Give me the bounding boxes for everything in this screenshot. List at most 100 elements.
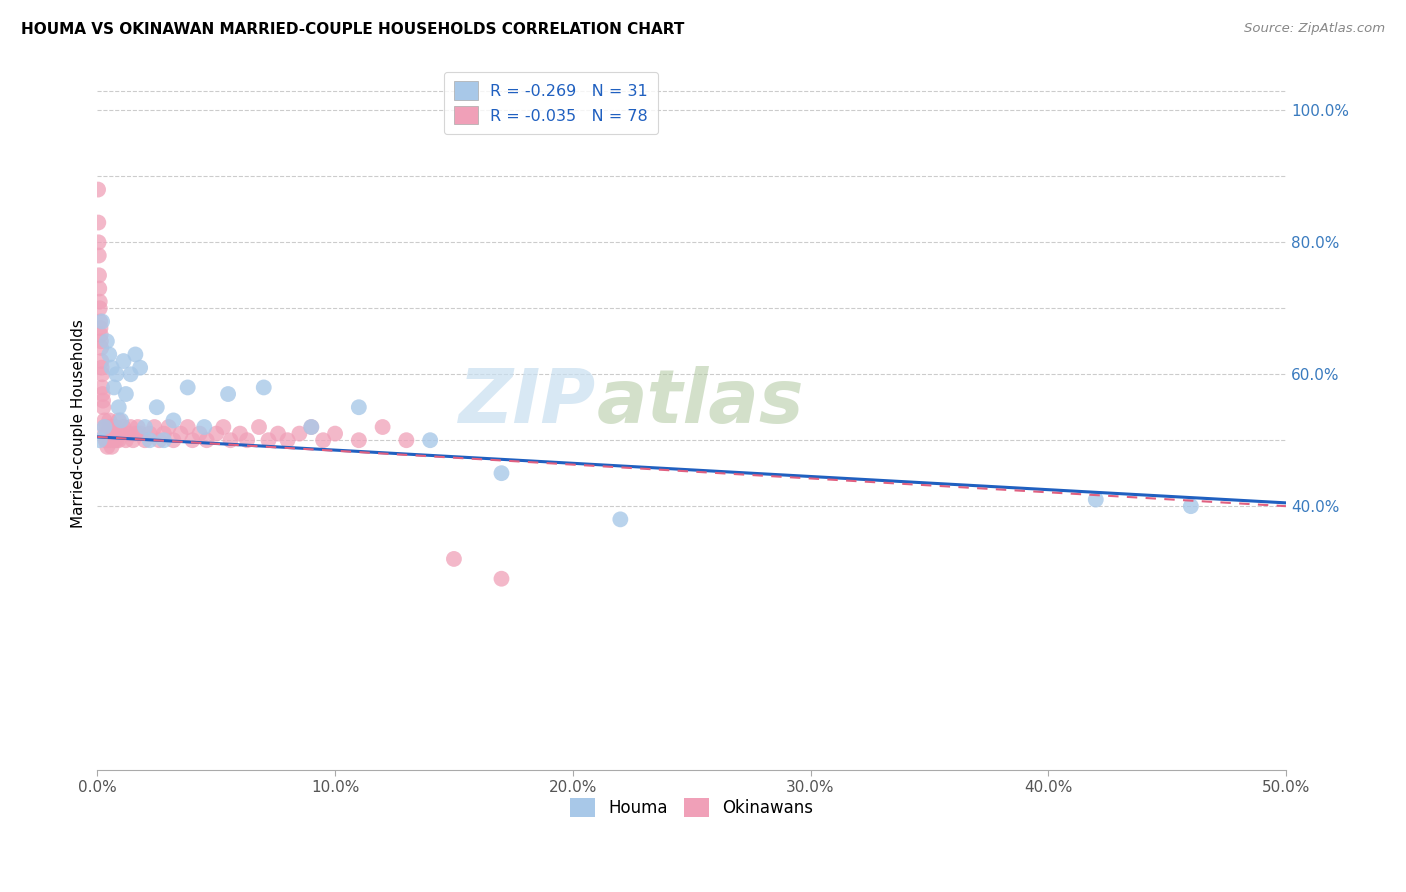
- Point: [371, 420, 394, 434]
- Point: [134, 434, 156, 448]
- Point: [124, 426, 146, 441]
- Point: [148, 434, 170, 448]
- Point: [120, 368, 142, 382]
- Point: [188, 426, 211, 441]
- Point: [236, 434, 259, 448]
- Point: [100, 440, 122, 454]
- Point: [127, 420, 149, 434]
- Point: [162, 434, 184, 448]
- Point: [90, 360, 112, 375]
- Text: atlas: atlas: [596, 367, 804, 440]
- Point: [153, 426, 176, 441]
- Text: HOUMA VS OKINAWAN MARRIED-COUPLE HOUSEHOLDS CORRELATION CHART: HOUMA VS OKINAWAN MARRIED-COUPLE HOUSEHO…: [21, 22, 685, 37]
- Point: [277, 434, 299, 448]
- Point: [217, 387, 239, 401]
- Point: [129, 360, 152, 375]
- Point: [1180, 499, 1202, 513]
- Point: [98, 434, 121, 448]
- Point: [181, 434, 204, 448]
- Point: [299, 420, 322, 434]
- Point: [491, 466, 513, 480]
- Point: [395, 434, 418, 448]
- Point: [94, 434, 117, 448]
- Point: [98, 413, 121, 427]
- Text: Source: ZipAtlas.com: Source: ZipAtlas.com: [1244, 22, 1385, 36]
- Point: [89, 301, 111, 316]
- Y-axis label: Married-couple Households: Married-couple Households: [72, 319, 86, 528]
- Point: [96, 334, 118, 349]
- Point: [219, 434, 242, 448]
- Point: [212, 420, 235, 434]
- Point: [288, 426, 311, 441]
- Point: [89, 434, 111, 448]
- Point: [96, 440, 118, 454]
- Point: [110, 413, 132, 427]
- Point: [103, 426, 125, 441]
- Point: [91, 387, 114, 401]
- Point: [124, 347, 146, 361]
- Point: [157, 420, 180, 434]
- Point: [134, 420, 156, 434]
- Point: [90, 334, 112, 349]
- Point: [89, 314, 111, 328]
- Point: [103, 434, 125, 448]
- Point: [110, 426, 132, 441]
- Point: [491, 572, 513, 586]
- Point: [312, 434, 335, 448]
- Point: [162, 413, 184, 427]
- Point: [247, 420, 270, 434]
- Point: [91, 314, 114, 328]
- Point: [347, 401, 370, 415]
- Point: [176, 380, 198, 394]
- Point: [120, 420, 142, 434]
- Point: [146, 401, 169, 415]
- Point: [98, 347, 121, 361]
- Point: [107, 434, 129, 448]
- Point: [153, 434, 176, 448]
- Point: [419, 434, 441, 448]
- Point: [205, 426, 228, 441]
- Point: [229, 426, 252, 441]
- Point: [169, 426, 191, 441]
- Point: [87, 235, 110, 250]
- Point: [104, 420, 127, 434]
- Point: [90, 354, 112, 368]
- Point: [117, 426, 139, 441]
- Point: [323, 426, 346, 441]
- Point: [107, 413, 129, 427]
- Point: [87, 248, 110, 262]
- Point: [87, 183, 110, 197]
- Point: [107, 401, 129, 415]
- Point: [267, 426, 290, 441]
- Point: [347, 434, 370, 448]
- Point: [89, 321, 111, 335]
- Point: [122, 434, 145, 448]
- Point: [100, 426, 122, 441]
- Point: [115, 387, 138, 401]
- Point: [176, 420, 198, 434]
- Point: [94, 426, 117, 441]
- Point: [97, 426, 120, 441]
- Point: [100, 360, 122, 375]
- Point: [87, 215, 110, 229]
- Point: [96, 420, 118, 434]
- Point: [93, 420, 115, 434]
- Point: [87, 268, 110, 283]
- Point: [138, 426, 160, 441]
- Point: [91, 368, 114, 382]
- Point: [105, 434, 128, 448]
- Point: [93, 420, 115, 434]
- Point: [299, 420, 322, 434]
- Point: [91, 401, 114, 415]
- Point: [138, 434, 160, 448]
- Point: [112, 420, 135, 434]
- Point: [609, 512, 631, 526]
- Point: [257, 434, 280, 448]
- Legend: Houma, Okinawans: Houma, Okinawans: [562, 791, 820, 824]
- Point: [253, 380, 276, 394]
- Point: [100, 420, 122, 434]
- Point: [1084, 492, 1107, 507]
- Point: [103, 380, 125, 394]
- Point: [90, 327, 112, 342]
- Text: ZIP: ZIP: [460, 367, 596, 440]
